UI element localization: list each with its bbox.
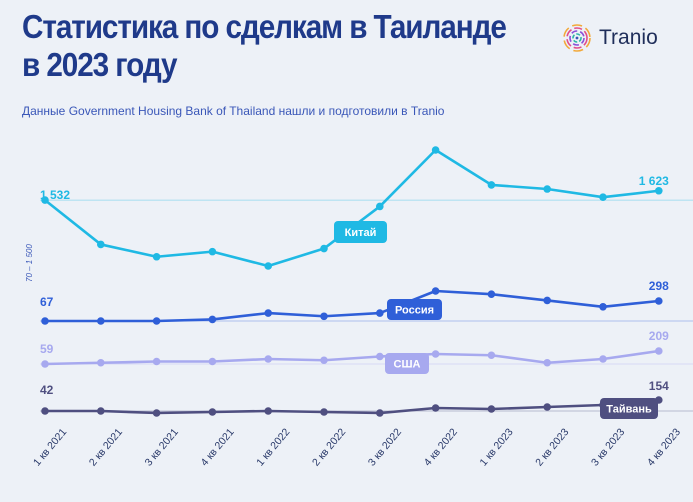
- x-tick-label: 4 кв 2022: [422, 426, 460, 468]
- series-name-label: Китай: [345, 227, 377, 239]
- data-point: [320, 312, 328, 321]
- end-value-label: 209: [649, 329, 669, 343]
- start-value-label: 67: [40, 295, 54, 309]
- tranio-logo[interactable]: Tranio: [562, 23, 658, 53]
- x-tick-label: 1 кв 2023: [477, 426, 515, 468]
- series-lines: [44, 148, 659, 415]
- data-point: [376, 409, 384, 417]
- data-point: [543, 296, 551, 305]
- data-point: [152, 252, 161, 261]
- tranio-fingerprint-icon: [563, 24, 591, 52]
- data-point: [208, 357, 217, 366]
- data-point: [655, 186, 663, 195]
- data-point: [599, 355, 607, 363]
- data-point: [431, 287, 440, 295]
- data-point: [431, 404, 440, 412]
- data-point: [655, 347, 663, 355]
- end-value-label: 154: [649, 379, 669, 393]
- series-label-pill: [387, 299, 442, 320]
- data-point: [320, 244, 328, 253]
- series-labels: 1 532 1 623 Китай 67 298 Россия 59 209 США 42 154 Т…: [40, 174, 669, 419]
- y-axis-note: 70 – 1 500: [25, 244, 34, 282]
- series-line-0: [44, 148, 659, 268]
- data-point: [320, 408, 328, 416]
- data-point: [208, 408, 217, 416]
- data-point: [152, 409, 161, 417]
- x-tick-label: 2 кв 2023: [533, 426, 571, 468]
- chart-subtitle: Данные Government Housing Bank of Thaila…: [22, 104, 445, 118]
- data-point: [487, 181, 496, 189]
- x-tick-label: 4 кв 2021: [198, 426, 236, 468]
- data-point: [97, 240, 105, 249]
- x-tick-label: 1 кв 2021: [31, 426, 69, 468]
- series-label-pill: [334, 221, 387, 243]
- data-point: [376, 352, 384, 361]
- data-point: [208, 247, 217, 256]
- x-axis-ticks: 1 кв 2021 2 кв 2021 3 кв 2021 4 кв 2021 1 кв…: [31, 426, 683, 468]
- data-point: [208, 315, 217, 324]
- data-point: [264, 309, 273, 317]
- title-line-2: в 2023 году: [22, 46, 177, 83]
- data-point: [487, 290, 496, 298]
- series-name-label: Россия: [395, 305, 434, 317]
- data-point: [543, 403, 551, 411]
- x-tick-label: 3 кв 2023: [589, 426, 627, 468]
- x-tick-label: 3 кв 2021: [143, 426, 181, 468]
- series-label-pill: [385, 353, 429, 374]
- data-point: [376, 202, 384, 211]
- x-tick-label: 4 кв 2023: [645, 426, 683, 468]
- data-point: [41, 407, 49, 415]
- logo-text: Tranio: [599, 26, 658, 49]
- data-point: [320, 356, 328, 365]
- data-point: [152, 317, 161, 325]
- data-point: [431, 146, 440, 154]
- data-point: [97, 358, 105, 367]
- start-value-label: 59: [40, 342, 54, 356]
- data-point: [655, 297, 663, 305]
- data-point: [599, 302, 607, 311]
- data-point: [431, 350, 440, 358]
- data-point: [41, 317, 49, 325]
- start-value-label: 42: [40, 383, 54, 397]
- data-point: [97, 317, 105, 325]
- start-value-label: 1 532: [40, 188, 70, 202]
- series-line-2: [44, 349, 659, 366]
- series-line-3: [45, 398, 659, 415]
- end-value-label: 298: [649, 279, 669, 293]
- data-point: [152, 357, 161, 366]
- data-point: [376, 309, 384, 317]
- title-line-1: Статистика по сделкам в Таиланде: [22, 8, 507, 45]
- end-value-label: 1 623: [639, 174, 669, 188]
- data-point: [264, 407, 273, 415]
- data-point: [264, 355, 273, 363]
- series-line-1: [45, 289, 659, 323]
- data-point: [41, 360, 49, 368]
- data-point: [97, 407, 105, 415]
- series-name-label: Тайвань: [606, 404, 652, 416]
- x-tick-label: 3 кв 2022: [366, 426, 404, 468]
- series-points: [41, 146, 663, 417]
- series-label-pill: [600, 398, 658, 419]
- data-point: [41, 196, 49, 204]
- data-point: [264, 262, 273, 270]
- data-point: [543, 358, 551, 367]
- series-name-label: США: [394, 359, 421, 371]
- x-tick-label: 2 кв 2021: [87, 426, 125, 468]
- data-point: [487, 405, 496, 413]
- data-point: [487, 351, 496, 360]
- x-tick-label: 1 кв 2022: [254, 426, 292, 468]
- chart-title: Статистика по сделкам в Таиланде в 2023 …: [22, 8, 507, 84]
- data-point: [543, 185, 551, 193]
- x-tick-label: 2 кв 2022: [310, 426, 348, 468]
- data-point: [599, 193, 607, 202]
